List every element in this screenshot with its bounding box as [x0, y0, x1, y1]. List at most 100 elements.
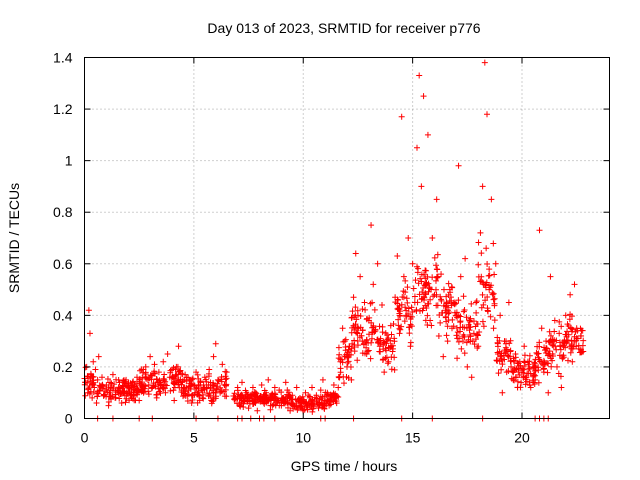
data-point	[425, 300, 432, 307]
data-point	[395, 316, 402, 323]
data-point	[359, 327, 366, 334]
data-point	[565, 323, 572, 330]
data-point	[551, 328, 558, 335]
data-point	[503, 369, 510, 376]
data-point	[446, 286, 453, 293]
data-point	[424, 273, 431, 280]
data-point	[313, 392, 320, 399]
data-point	[302, 389, 309, 396]
data-point	[236, 402, 243, 409]
data-point	[199, 394, 206, 401]
data-point	[437, 319, 444, 326]
data-point	[136, 397, 143, 404]
x-tick-label: 15	[405, 430, 421, 446]
data-point	[545, 389, 552, 396]
data-point	[433, 302, 440, 309]
data-point	[549, 351, 556, 358]
data-point	[460, 293, 467, 300]
data-point	[359, 338, 366, 345]
data-point	[422, 267, 429, 274]
data-point	[87, 388, 94, 395]
data-point	[158, 381, 165, 388]
data-point	[494, 340, 501, 347]
data-point	[466, 317, 473, 324]
data-point	[306, 394, 313, 401]
data-point	[177, 379, 184, 386]
data-point	[388, 331, 395, 338]
data-point	[491, 271, 498, 278]
data-point	[400, 294, 407, 301]
data-point	[547, 355, 554, 362]
data-point	[402, 304, 409, 311]
data-point	[131, 387, 138, 394]
data-point	[541, 344, 548, 351]
data-point	[428, 286, 435, 293]
data-point	[404, 284, 411, 291]
data-point	[155, 369, 162, 376]
data-point	[344, 359, 351, 366]
data-point	[510, 355, 517, 362]
data-point	[322, 397, 329, 404]
data-point	[354, 329, 361, 336]
data-point	[554, 363, 560, 370]
data-point	[384, 360, 391, 367]
data-point	[429, 235, 436, 241]
data-point	[548, 363, 555, 370]
data-point	[491, 317, 498, 324]
data-point	[461, 307, 468, 314]
data-point	[387, 322, 394, 329]
data-point	[323, 401, 330, 408]
data-point	[482, 297, 489, 304]
data-point	[205, 373, 212, 380]
x-axis-label: GPS time / hours	[291, 458, 398, 474]
data-point	[422, 290, 429, 297]
data-point	[356, 334, 363, 341]
data-point	[454, 355, 461, 362]
data-point	[506, 340, 513, 347]
data-point	[293, 384, 300, 391]
data-point	[354, 357, 361, 364]
data-point	[278, 402, 285, 409]
data-point	[326, 400, 333, 407]
data-point	[376, 343, 383, 350]
x-tick-label: 0	[81, 430, 89, 446]
data-point	[206, 390, 213, 397]
data-point	[483, 245, 490, 252]
data-point	[247, 392, 254, 399]
data-point	[454, 335, 461, 342]
data-point	[201, 374, 208, 381]
data-point	[122, 399, 129, 406]
data-point	[379, 329, 386, 336]
data-point	[169, 366, 175, 373]
data-point	[111, 381, 118, 388]
data-point	[94, 390, 101, 397]
data-point	[260, 396, 267, 403]
data-point	[284, 387, 291, 394]
data-point	[400, 273, 407, 280]
data-point	[186, 376, 193, 383]
data-point	[241, 397, 248, 404]
data-point	[476, 328, 483, 335]
data-point	[214, 380, 221, 387]
data-point	[478, 250, 485, 257]
data-point	[238, 391, 245, 398]
data-point	[459, 324, 466, 331]
data-point	[534, 351, 541, 358]
data-point	[579, 327, 586, 334]
data-point	[490, 325, 497, 332]
data-point	[448, 302, 455, 309]
data-point	[104, 376, 111, 383]
data-point	[380, 356, 387, 363]
data-point	[514, 378, 521, 385]
data-point	[510, 376, 517, 383]
axis-ticks: 0 5 10 15 20 0 0.2 0.4 0.6 0.8 1 1.2 1.4	[53, 50, 610, 446]
data-point	[455, 297, 462, 304]
data-point	[384, 332, 391, 339]
data-point	[195, 375, 202, 382]
data-point	[258, 381, 265, 388]
data-point	[490, 290, 497, 297]
data-point	[324, 389, 331, 396]
data-point	[434, 266, 441, 273]
data-point	[134, 374, 140, 381]
data-point	[330, 381, 337, 388]
